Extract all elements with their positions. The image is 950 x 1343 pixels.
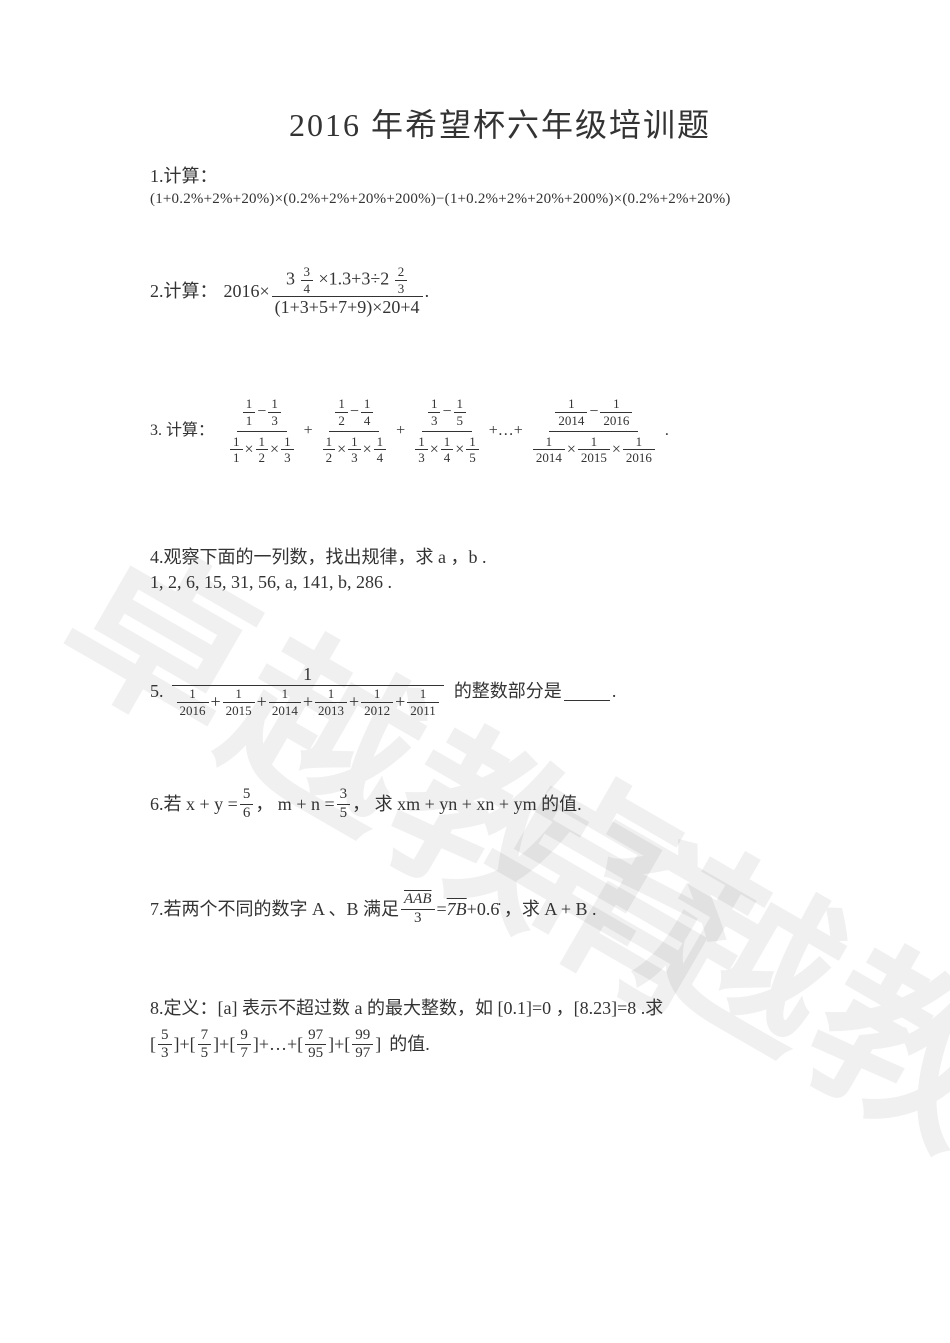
p3-tail: .: [665, 420, 669, 442]
p4-line1: 4.观察下面的一列数，找出规律，求 a ，b .: [150, 545, 850, 570]
problem-2: 2.计算： 2016× 3 34 ×1.3+3÷2 23 (1+3+5+7+9)…: [150, 265, 850, 317]
p7-rhs2: +0.6̇ ，求 A + B .: [467, 897, 597, 922]
plus-sign: +: [211, 692, 221, 712]
p3-last-z: 2016: [623, 450, 655, 465]
p5-den: 12016+12015+12014+12013+12012+12011: [172, 686, 444, 717]
p7-num-ol: AAB: [404, 891, 432, 907]
plus-sign: +: [219, 1032, 229, 1057]
p7-fraction: AAB 3: [401, 892, 435, 927]
p6-post: ， 求 xm + yn + xn + ym 的值.: [352, 792, 581, 817]
p8-fracs-a: [53]+[75]+[97]: [150, 1028, 259, 1063]
p5-den-frac: 12016: [177, 687, 209, 717]
p3-term: 12−1412×13×14: [317, 397, 393, 465]
p7-eq: =: [437, 897, 447, 922]
p5-blank: [564, 682, 610, 701]
plus-sign: +: [303, 692, 313, 712]
p2-den: (1+3+5+7+9)×20+4: [272, 297, 423, 317]
p8-bracket-frac: [9997]: [344, 1028, 381, 1063]
p3-last-x: 2014: [533, 450, 565, 465]
problem-6: 6.若 x + y = 56 ， m + n = 35 ， 求 xm + yn …: [150, 787, 850, 822]
problem-7: 7.若两个不同的数字 A 、B 满足 AAB 3 = 7B +0.6̇ ，求 A…: [150, 892, 850, 927]
p5-den-frac: 12015: [223, 687, 255, 717]
p3-label: 3. 计算：: [150, 420, 214, 442]
plus-sign: +: [395, 692, 405, 712]
p2-mixed2-n: 2: [395, 265, 408, 281]
page-title: 2016 年希望杯六年级培训题: [150, 100, 850, 146]
p2-tail: .: [425, 279, 430, 304]
p8-bracket-frac: [75]: [190, 1028, 220, 1063]
p6-pre: 6.若 x + y =: [150, 792, 238, 817]
p2-mixed-d: 4: [301, 281, 314, 296]
plus-sign: +: [349, 692, 359, 712]
p5-den-frac: 12013: [315, 687, 347, 717]
p2-num-mid: ×1.3+3÷2: [319, 268, 390, 288]
p5-big-fraction: 1 12016+12015+12014+12013+12012+12011: [172, 665, 444, 717]
p3-last-term: 12014 − 12016 12014 × 12015 × 12016: [527, 397, 661, 465]
plus-sign: +: [180, 1032, 190, 1057]
p7-den: 3: [401, 910, 435, 927]
problem-4: 4.观察下面的一列数，找出规律，求 a ，b . 1, 2, 6, 15, 31…: [150, 545, 850, 595]
p6-f2n: 3: [337, 787, 351, 805]
plus-sign: +: [396, 420, 405, 442]
p8-tail: 的值.: [389, 1032, 430, 1057]
p6-f1n: 5: [240, 787, 254, 805]
p4-line2: 1, 2, 6, 15, 31, 56, a, 141, b, 286 .: [150, 570, 850, 595]
p5-den-frac: 12012: [361, 687, 393, 717]
problem-3: 3. 计算： 11−1311×12×13+12−1412×13×14+13−15…: [150, 397, 850, 465]
problem-8: 8.定义：[a] 表示不超过数 a 的最大整数，如 [0.1]=0 ，[8.23…: [150, 996, 850, 1062]
page: 卓越教育 卓越教育 2016 年希望杯六年级培训题 1.计算： (1+0.2%+…: [0, 0, 950, 1343]
p8-ell: +…+: [259, 1032, 297, 1057]
p2-mixed2-d: 3: [395, 281, 408, 296]
p8-fracs-b: [9795]+[9997]: [297, 1028, 381, 1063]
p5-num: 1: [172, 665, 444, 686]
p5-den-frac: 12011: [407, 687, 439, 717]
p1-label: 1.计算：: [150, 164, 850, 189]
p2-num-a: 3: [286, 268, 295, 288]
p2-mixed-n: 3: [301, 265, 314, 281]
p8-bracket-frac: [9795]: [297, 1028, 334, 1063]
p3-last-b: 2016: [600, 413, 632, 428]
p5-tail2: .: [612, 679, 617, 704]
plus-sign: +: [334, 1032, 344, 1057]
content-area: 2016 年希望杯六年级培训题 1.计算： (1+0.2%+2%+20%)×(0…: [0, 0, 950, 1062]
p8-bracket-frac: [97]: [229, 1028, 259, 1063]
p5-label: 5.: [150, 679, 164, 704]
problem-1: 1.计算： (1+0.2%+2%+20%)×(0.2%+2%+20%+200%)…: [150, 164, 850, 210]
p6-mid: ， m + n =: [255, 792, 334, 817]
p2-lead: 2016×: [224, 279, 270, 304]
plus-sign: +: [304, 420, 313, 442]
p8-bracket-frac: [53]: [150, 1028, 180, 1063]
p3-term: 13−1513×14×15: [409, 397, 485, 465]
p3-term: 11−1311×12×13: [224, 397, 300, 465]
p3-last-a: 2014: [555, 413, 587, 428]
p2-label: 2.计算：: [150, 279, 218, 304]
p6-f1d: 6: [240, 805, 254, 822]
p7-pre: 7.若两个不同的数字 A 、B 满足: [150, 897, 399, 922]
p7-rhs-ol: 7B: [447, 897, 467, 922]
p5-den-frac: 12014: [269, 687, 301, 717]
problem-5: 5. 1 12016+12015+12014+12013+12012+12011…: [150, 665, 850, 717]
p8-line: 8.定义：[a] 表示不超过数 a 的最大整数，如 [0.1]=0 ，[8.23…: [150, 996, 850, 1021]
p5-tail1: 的整数部分是: [454, 679, 562, 704]
p3-ell: +…+: [489, 420, 523, 442]
p3-last-y: 2015: [578, 450, 610, 465]
plus-sign: +: [257, 692, 267, 712]
p3-terms: 11−1311×12×13+12−1412×13×14+13−1513×14×1…: [220, 397, 489, 465]
p6-f2d: 5: [337, 805, 351, 822]
p1-expression: (1+0.2%+2%+20%)×(0.2%+2%+20%+200%)−(1+0.…: [150, 189, 850, 210]
p2-main-fraction: 3 34 ×1.3+3÷2 23 (1+3+5+7+9)×20+4: [272, 265, 423, 317]
